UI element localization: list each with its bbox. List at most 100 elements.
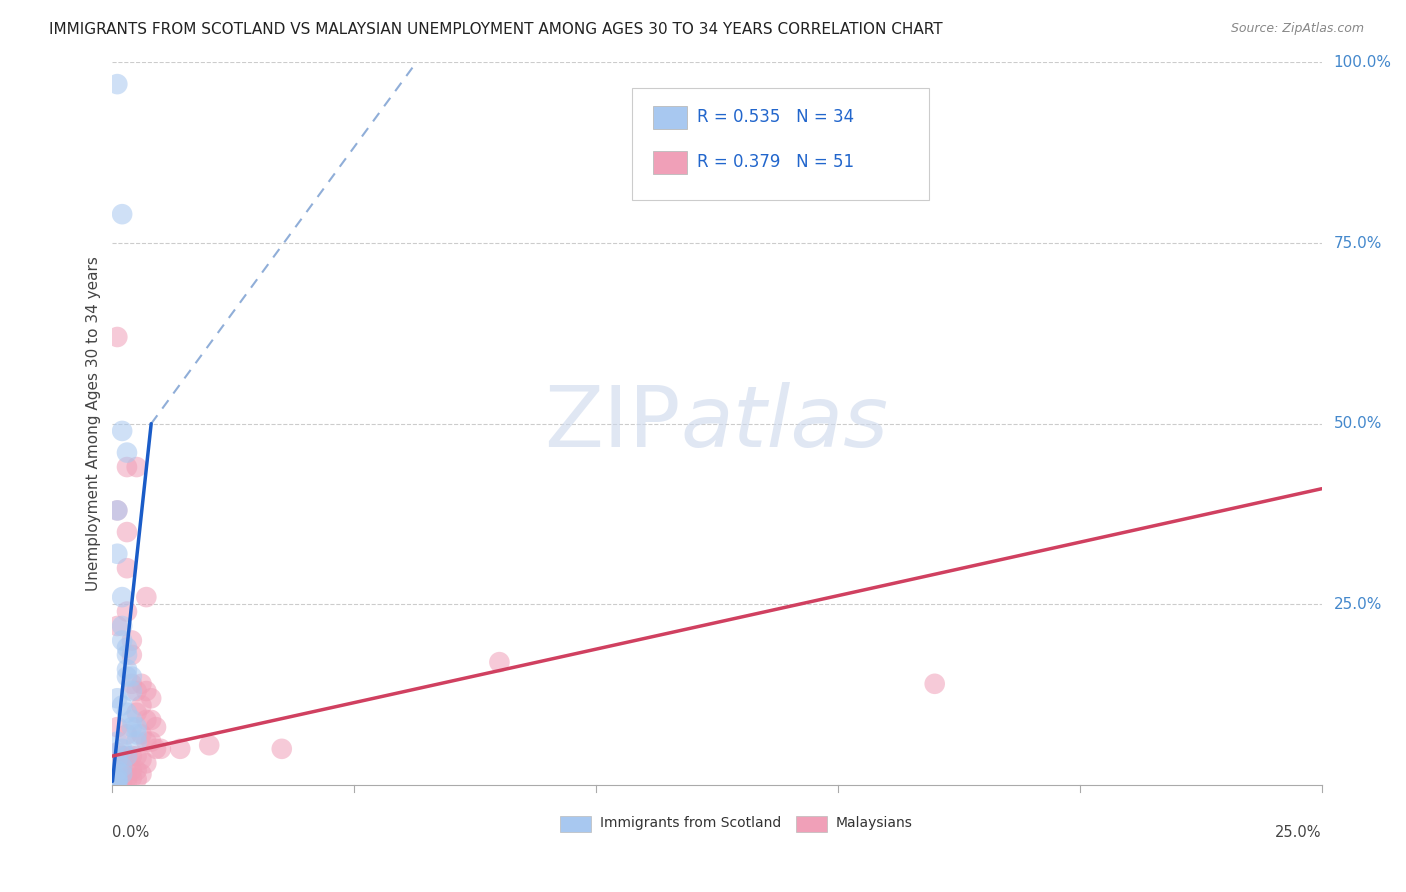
Point [105,764,128,778]
Point [105,720,128,734]
Point [121,713,143,727]
Text: 50.0%: 50.0% [1334,417,1382,431]
Point [115,445,138,459]
Point [115,561,138,575]
Point [135,590,157,604]
Bar [560,816,592,832]
Point [105,753,128,767]
Point [121,669,143,683]
Point [105,547,128,561]
Point [125,684,148,698]
Text: Source: ZipAtlas.com: Source: ZipAtlas.com [1230,22,1364,36]
Y-axis label: Unemployment Among Ages 30 to 34 years: Unemployment Among Ages 30 to 34 years [86,256,101,591]
Point [121,771,143,785]
Point [131,753,153,767]
Point [115,524,138,539]
Bar [652,106,688,129]
Point [121,684,143,698]
Point [115,669,138,683]
Point [125,706,148,720]
Point [135,684,157,698]
Point [131,767,153,781]
Point [169,742,191,756]
Point [125,764,148,778]
Point [105,772,128,787]
Point [125,734,148,748]
Point [105,503,128,517]
Point [198,738,221,752]
Point [121,764,143,778]
Point [125,749,148,764]
Text: 25.0%: 25.0% [1334,597,1382,612]
Bar [796,816,827,832]
Bar [652,152,688,175]
Point [115,776,138,790]
Text: R = 0.379   N = 51: R = 0.379 N = 51 [696,153,853,171]
Text: Malaysians: Malaysians [835,816,912,830]
Point [145,720,167,734]
Point [141,691,163,706]
Point [105,330,128,344]
Point [111,749,134,764]
Point [115,749,138,764]
Point [115,605,138,619]
Point [111,207,134,221]
Point [149,742,172,756]
Point [105,734,128,748]
Point [105,756,128,771]
Point [115,771,138,785]
Text: ZIP: ZIP [544,382,681,466]
Text: IMMIGRANTS FROM SCOTLAND VS MALAYSIAN UNEMPLOYMENT AMONG AGES 30 TO 34 YEARS COR: IMMIGRANTS FROM SCOTLAND VS MALAYSIAN UN… [49,22,943,37]
Point [105,776,128,790]
Point [111,760,134,774]
Point [105,771,128,785]
Point [105,619,128,633]
Text: Immigrants from Scotland: Immigrants from Scotland [600,816,780,830]
Point [115,727,138,741]
Text: 75.0%: 75.0% [1334,235,1382,251]
Point [105,691,128,706]
Point [125,727,148,741]
Point [105,746,128,760]
Point [125,772,148,787]
Point [924,677,946,691]
Point [115,460,138,475]
Text: atlas: atlas [681,382,889,466]
Text: 0.0%: 0.0% [112,825,149,839]
Point [111,619,134,633]
Point [125,720,148,734]
Point [121,677,143,691]
Point [111,424,134,438]
Point [121,633,143,648]
Point [141,713,163,727]
Point [105,503,128,517]
Text: 100.0%: 100.0% [1334,55,1392,70]
Point [115,640,138,655]
Point [131,677,153,691]
FancyBboxPatch shape [633,87,929,200]
Point [111,742,134,756]
Point [135,734,157,748]
Point [111,633,134,648]
Point [105,774,128,789]
Point [145,742,167,756]
Point [115,764,138,778]
Point [125,460,148,475]
Point [111,590,134,604]
Point [111,760,134,774]
Point [135,713,157,727]
Point [121,648,143,662]
Point [105,77,128,91]
Text: R = 0.535   N = 34: R = 0.535 N = 34 [696,108,853,127]
Point [115,749,138,764]
Point [131,698,153,713]
Point [115,706,138,720]
Point [141,734,163,748]
Point [115,648,138,662]
Point [111,698,134,713]
Text: 25.0%: 25.0% [1275,825,1322,839]
Point [115,662,138,676]
Point [121,720,143,734]
Point [270,742,292,756]
Point [121,749,143,764]
